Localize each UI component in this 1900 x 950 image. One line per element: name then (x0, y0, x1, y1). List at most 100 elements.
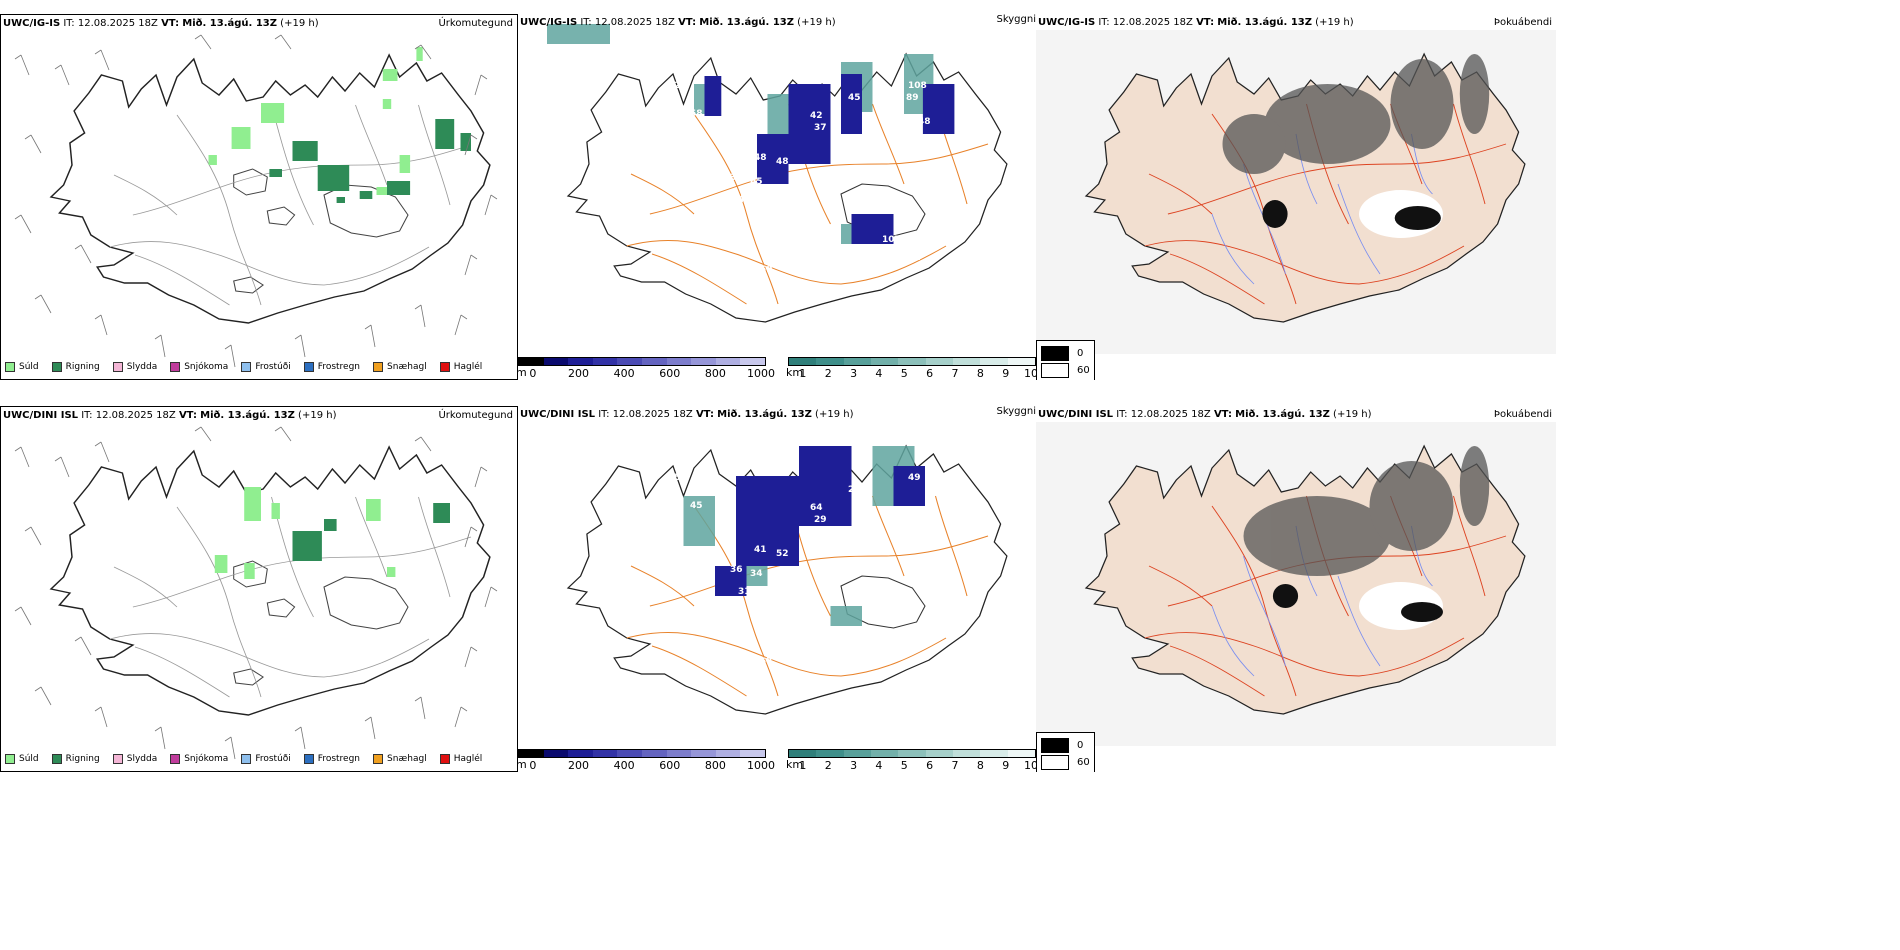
colorbar-tick: 8 (976, 759, 984, 772)
legend-label: Frostúði (255, 754, 291, 764)
ceiling-value-label: 11 (908, 253, 921, 263)
ceiling-value-label: 48 (754, 617, 767, 627)
legend-swatch (373, 754, 384, 764)
legend-item: Frostúði (241, 754, 291, 764)
colorbar-unit: m (518, 758, 527, 771)
colorbar-tick: 5 (900, 759, 908, 772)
fog-map (1036, 422, 1556, 746)
ceiling-value-label: 108 (908, 81, 927, 91)
legend-label: Rigning (65, 754, 100, 764)
legend-label: Haglél (453, 754, 483, 764)
legend-item: Slydda (112, 754, 158, 764)
ceiling-value-label: 42 (810, 111, 823, 121)
legend-item: Súld (5, 362, 39, 372)
ceiling-value-label: 50 (800, 187, 813, 197)
legend-label: Snæhagl (387, 754, 427, 764)
legend-swatch (241, 754, 252, 764)
fog-legend-label: 0 (1077, 740, 1084, 751)
legend-swatch (170, 754, 181, 764)
fog-patches (1243, 446, 1490, 576)
panel-header: UWC/DINI ISL IT: 12.08.2025 18Z VT: Mið.… (3, 410, 337, 421)
legend-item: Frostúði (241, 362, 291, 372)
colorbar-tick: 5 (900, 367, 908, 380)
colorbar-tick: 1 (799, 367, 807, 380)
precip-map (14, 34, 498, 368)
visibility-colorbar: km 1 2 3 4 5 6 7 8 9 10 (786, 749, 1036, 772)
ceiling-value-label: 53 (692, 205, 705, 215)
fog-legend-label: 60 (1077, 757, 1090, 768)
rain-patches (292, 503, 450, 561)
legend-item: Frostregn (303, 362, 361, 372)
precip-legend: Súld Rigning Slydda Snjókoma Frostúði Frostre… (5, 362, 495, 372)
ceiling-value-label: 114 (886, 249, 905, 259)
colorbar-tick: 200 (568, 759, 589, 772)
legend-label: Frostregn (317, 362, 361, 372)
fog-map (1036, 30, 1556, 354)
rain-patches (269, 119, 471, 203)
legend-swatch (373, 362, 384, 372)
ceiling-value-label: 36 (730, 565, 743, 575)
colorbar-tick: 2 (824, 759, 832, 772)
ceiling-value-label: 45 (848, 93, 861, 103)
legend-swatch (439, 754, 450, 764)
legend-item: Snjókoma (170, 754, 228, 764)
colorbar-tick: 3 (850, 759, 858, 772)
fog-legend-label: 0 (1077, 348, 1084, 359)
ceiling-value-label: 59 (760, 265, 773, 275)
ceiling-value-label: 243 (768, 639, 787, 649)
panel-header: UWC/DINI ISL IT: 12.08.2025 18Z VT: Mið.… (520, 409, 854, 420)
legend-item: Haglél (439, 362, 483, 372)
panel-title-cloud: Skyggni (996, 406, 1036, 417)
precip-panel-bottom: UWC/DINI ISL IT: 12.08.2025 18Z VT: Mið.… (0, 406, 518, 772)
legend-swatch (241, 362, 252, 372)
legend-label: Súld (19, 754, 39, 764)
ceiling-value-label: 52 (752, 599, 765, 609)
colorbar-tick: 10 (1024, 759, 1036, 772)
ceiling-value-label: 49 (716, 621, 729, 631)
ceiling-value-label: 52 (776, 549, 789, 559)
legend-item: Snæhagl (373, 362, 427, 372)
fog-legend-swatch (1041, 738, 1069, 753)
colorbar-tick: 4 (875, 759, 883, 772)
ceiling-patches (715, 446, 925, 596)
legend-swatch (112, 754, 123, 764)
colorbar-tick: 8 (976, 367, 984, 380)
legend-item: Rigning (51, 362, 100, 372)
fog-legend-swatch (1041, 363, 1069, 378)
wind-barbs (14, 426, 498, 760)
legend-item: Snjókoma (170, 362, 228, 372)
visibility-colorbar: km 1 2 3 4 5 6 7 8 9 10 (786, 357, 1036, 380)
legend-label: Slydda (126, 362, 158, 372)
ceiling-value-label: 41 (754, 545, 767, 555)
ceiling-colorbar: m 0 200 400 600 800 1000 (518, 357, 775, 380)
colorbar-tick: 6 (926, 367, 934, 380)
ceiling-value-label: 48 (918, 117, 931, 127)
colorbar-tick: 7 (951, 367, 959, 380)
colorbar-tick: 0 (529, 367, 537, 380)
ceiling-value-label: 65 (750, 177, 763, 187)
legend-label: Frostúði (255, 362, 291, 372)
panel-header: UWC/DINI ISL IT: 12.08.2025 18Z VT: Mið.… (1038, 409, 1372, 420)
legend-item: Haglél (439, 754, 483, 764)
fog-legend-row: 60 (1041, 755, 1090, 770)
legend-label: Snjókoma (184, 754, 229, 764)
ceiling-value-label: 58 (690, 109, 703, 119)
legend-swatch (303, 362, 314, 372)
legend-swatch (51, 754, 62, 764)
fog-panel-top: UWC/IG-IS IT: 12.08.2025 18Z VT: Mið. 13… (1036, 14, 1556, 380)
wind-barbs (14, 34, 498, 368)
legend-swatch (51, 362, 62, 372)
fog-legend-swatch (1041, 346, 1069, 361)
panel-title-fog: Þokuábendi (1493, 409, 1552, 420)
colorbar-tick: 400 (613, 759, 635, 772)
precip-legend: Súld Rigning Slydda Snjókoma Frostúði Frostre… (5, 754, 495, 764)
legend-label: Haglél (453, 362, 483, 372)
fog-legend: 0 60 (1036, 732, 1095, 772)
ceiling-value-label: 85 (752, 207, 765, 217)
fog-legend-row: 0 (1041, 738, 1090, 753)
colorbar-tick: 9 (1002, 759, 1010, 772)
legend-label: Slydda (126, 754, 158, 764)
